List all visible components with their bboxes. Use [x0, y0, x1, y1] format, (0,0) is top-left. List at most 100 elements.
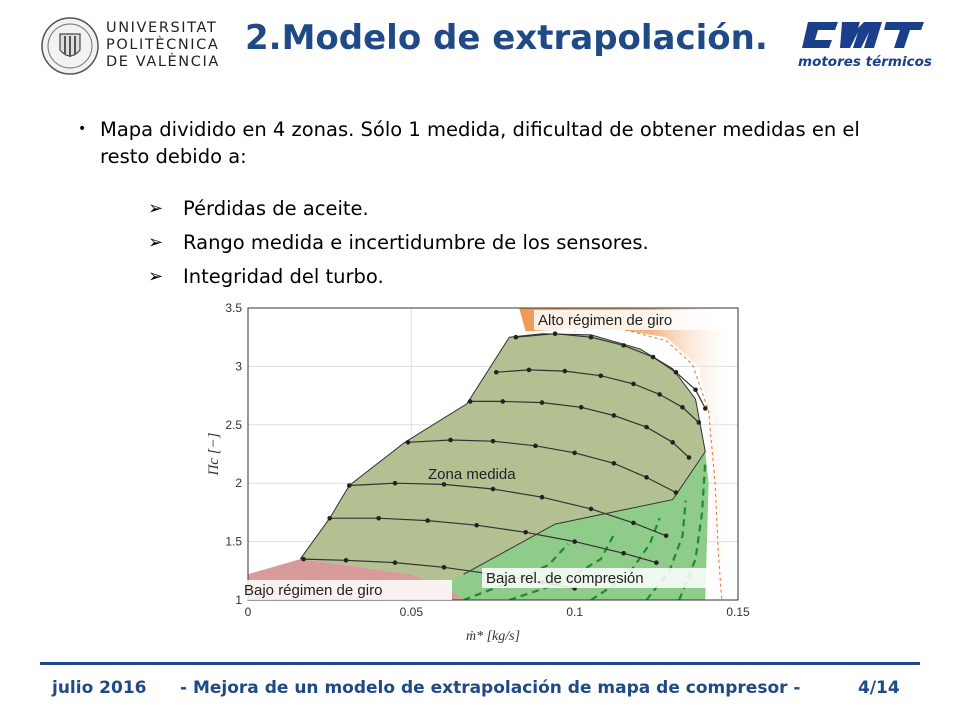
- list-item-label: Rango medida e incertidumbre de los sens…: [183, 231, 649, 254]
- data-point: [686, 455, 692, 460]
- plot-frame: [247, 307, 739, 601]
- data-point: [644, 475, 649, 480]
- zone-label: Bajo régimen de giro: [244, 582, 382, 599]
- data-point: [376, 515, 381, 521]
- x-tick-label: 0: [245, 605, 252, 619]
- cmt-caption: motores térmicos: [798, 54, 932, 70]
- cmt-mark-icon: [802, 22, 924, 48]
- data-point: [513, 334, 519, 340]
- cmt-logo: motores térmicos: [798, 18, 932, 78]
- data-point: [657, 392, 662, 397]
- data-point: [448, 437, 453, 443]
- data-point: [392, 560, 398, 565]
- y-tick-label: 2: [235, 476, 242, 490]
- data-point: [703, 406, 708, 411]
- list-item-label: Pérdidas de aceite.: [183, 197, 369, 220]
- speed-line-3: [349, 482, 667, 537]
- data-point: [572, 539, 577, 544]
- data-point: [621, 550, 626, 556]
- x-tick-label: 0.15: [726, 605, 750, 619]
- data-point: [539, 494, 545, 500]
- list-item-label: Integridad del turbo.: [183, 265, 384, 288]
- bullet-text: Mapa dividido en 4 zonas. Sólo 1 medida,…: [100, 118, 860, 168]
- speed-line-7: [515, 333, 706, 409]
- data-point: [500, 399, 506, 404]
- data-point: [644, 424, 649, 430]
- arrow-bullet-icon: ➢: [148, 266, 164, 287]
- zone-measured: [300, 333, 706, 586]
- x-axis-label: ṁ* [kg/s]: [466, 629, 520, 644]
- compressor-map-figure: 0 0.05 0.1 0.15 1 1.5 2 2.5 3 3.5 ṁ* [kg/s] Πc [−] A…: [196, 294, 756, 650]
- data-point: [693, 387, 698, 393]
- measured-zone-boundary: [299, 333, 706, 575]
- zone-label-background: [482, 568, 708, 588]
- data-point: [631, 520, 636, 526]
- zone-label-background: [240, 580, 452, 600]
- chart-curves: [299, 326, 723, 600]
- data-point: [392, 480, 398, 486]
- university-seal-icon: [41, 17, 99, 75]
- data-point: [493, 369, 499, 375]
- zone-high-speed: [519, 308, 738, 600]
- y-tick-label: 3.5: [225, 301, 242, 315]
- chart-zones: [248, 308, 738, 600]
- data-point: [552, 331, 558, 336]
- data-point: [680, 404, 685, 410]
- list-item: ➢ Rango medida e incertidumbre de los se…: [148, 230, 649, 264]
- slide-title: 2.Modelo de extrapolación.: [245, 18, 768, 58]
- data-point: [441, 482, 447, 487]
- chart-labels: 0 0.05 0.1 0.15 1 1.5 2 2.5 3 3.5 ṁ* [kg/s] Πc [−] A…: [206, 301, 750, 644]
- chart-axes: [247, 307, 739, 601]
- data-point: [562, 368, 568, 374]
- footer-date: julio 2016: [52, 678, 147, 698]
- y-tick-label: 3: [235, 359, 242, 373]
- extrapolated-speed-line: [463, 543, 569, 600]
- x-tick-label: 0.1: [566, 605, 583, 619]
- data-point: [533, 443, 538, 449]
- data-point: [490, 486, 496, 492]
- x-tick-label: 0.05: [400, 605, 424, 619]
- arrow-bullet-icon: ➢: [148, 198, 164, 219]
- speed-line-5: [470, 400, 690, 458]
- data-point: [490, 438, 496, 444]
- zone-label: Baja rel. de compresión: [486, 570, 644, 587]
- data-point: [588, 334, 594, 340]
- y-tick-label: 2.5: [225, 418, 242, 432]
- data-point: [673, 369, 679, 375]
- data-point: [654, 560, 659, 565]
- data-point: [588, 506, 594, 512]
- y-tick-label: 1: [235, 593, 242, 607]
- speed-line-4: [408, 439, 677, 494]
- page-number: 4/14: [858, 678, 900, 698]
- data-point: [343, 557, 349, 563]
- data-point: [539, 400, 545, 405]
- data-point: [441, 564, 447, 570]
- data-point: [663, 533, 669, 539]
- data-point: [425, 518, 430, 523]
- university-name: UNIVERSITAT POLITÈCNICA DE VALÈNCIA: [106, 20, 220, 70]
- compressor-map-chart: 0 0.05 0.1 0.15 1 1.5 2 2.5 3 3.5 ṁ* [kg/s] Πc [−] A…: [206, 301, 750, 644]
- y-tick-label: 1.5: [225, 535, 242, 549]
- data-point: [696, 420, 702, 425]
- data-point: [611, 461, 617, 466]
- data-point: [346, 483, 352, 488]
- data-point: [631, 381, 636, 387]
- data-point: [467, 399, 473, 404]
- cause-list: ➢ Pérdidas de aceite. ➢ Rango medida e i…: [148, 196, 649, 298]
- bullet-dot-icon: •: [78, 121, 87, 137]
- list-item: ➢ Integridad del turbo.: [148, 264, 649, 298]
- arrow-bullet-icon: ➢: [148, 232, 164, 253]
- data-point: [474, 522, 479, 528]
- list-item: ➢ Pérdidas de aceite.: [148, 196, 649, 230]
- data-point: [598, 373, 604, 379]
- zone-label: Alto régimen de giro: [538, 312, 672, 329]
- upv-logo: UNIVERSITAT POLITÈCNICA DE VALÈNCIA: [40, 16, 218, 80]
- data-point: [650, 354, 656, 360]
- data-point: [572, 450, 577, 456]
- zone-label-background: [534, 310, 730, 330]
- data-point: [523, 529, 528, 535]
- y-axis-label: Πc [−]: [206, 432, 222, 476]
- data-point: [327, 515, 332, 521]
- data-point: [611, 413, 617, 418]
- footer-divider: [40, 662, 920, 665]
